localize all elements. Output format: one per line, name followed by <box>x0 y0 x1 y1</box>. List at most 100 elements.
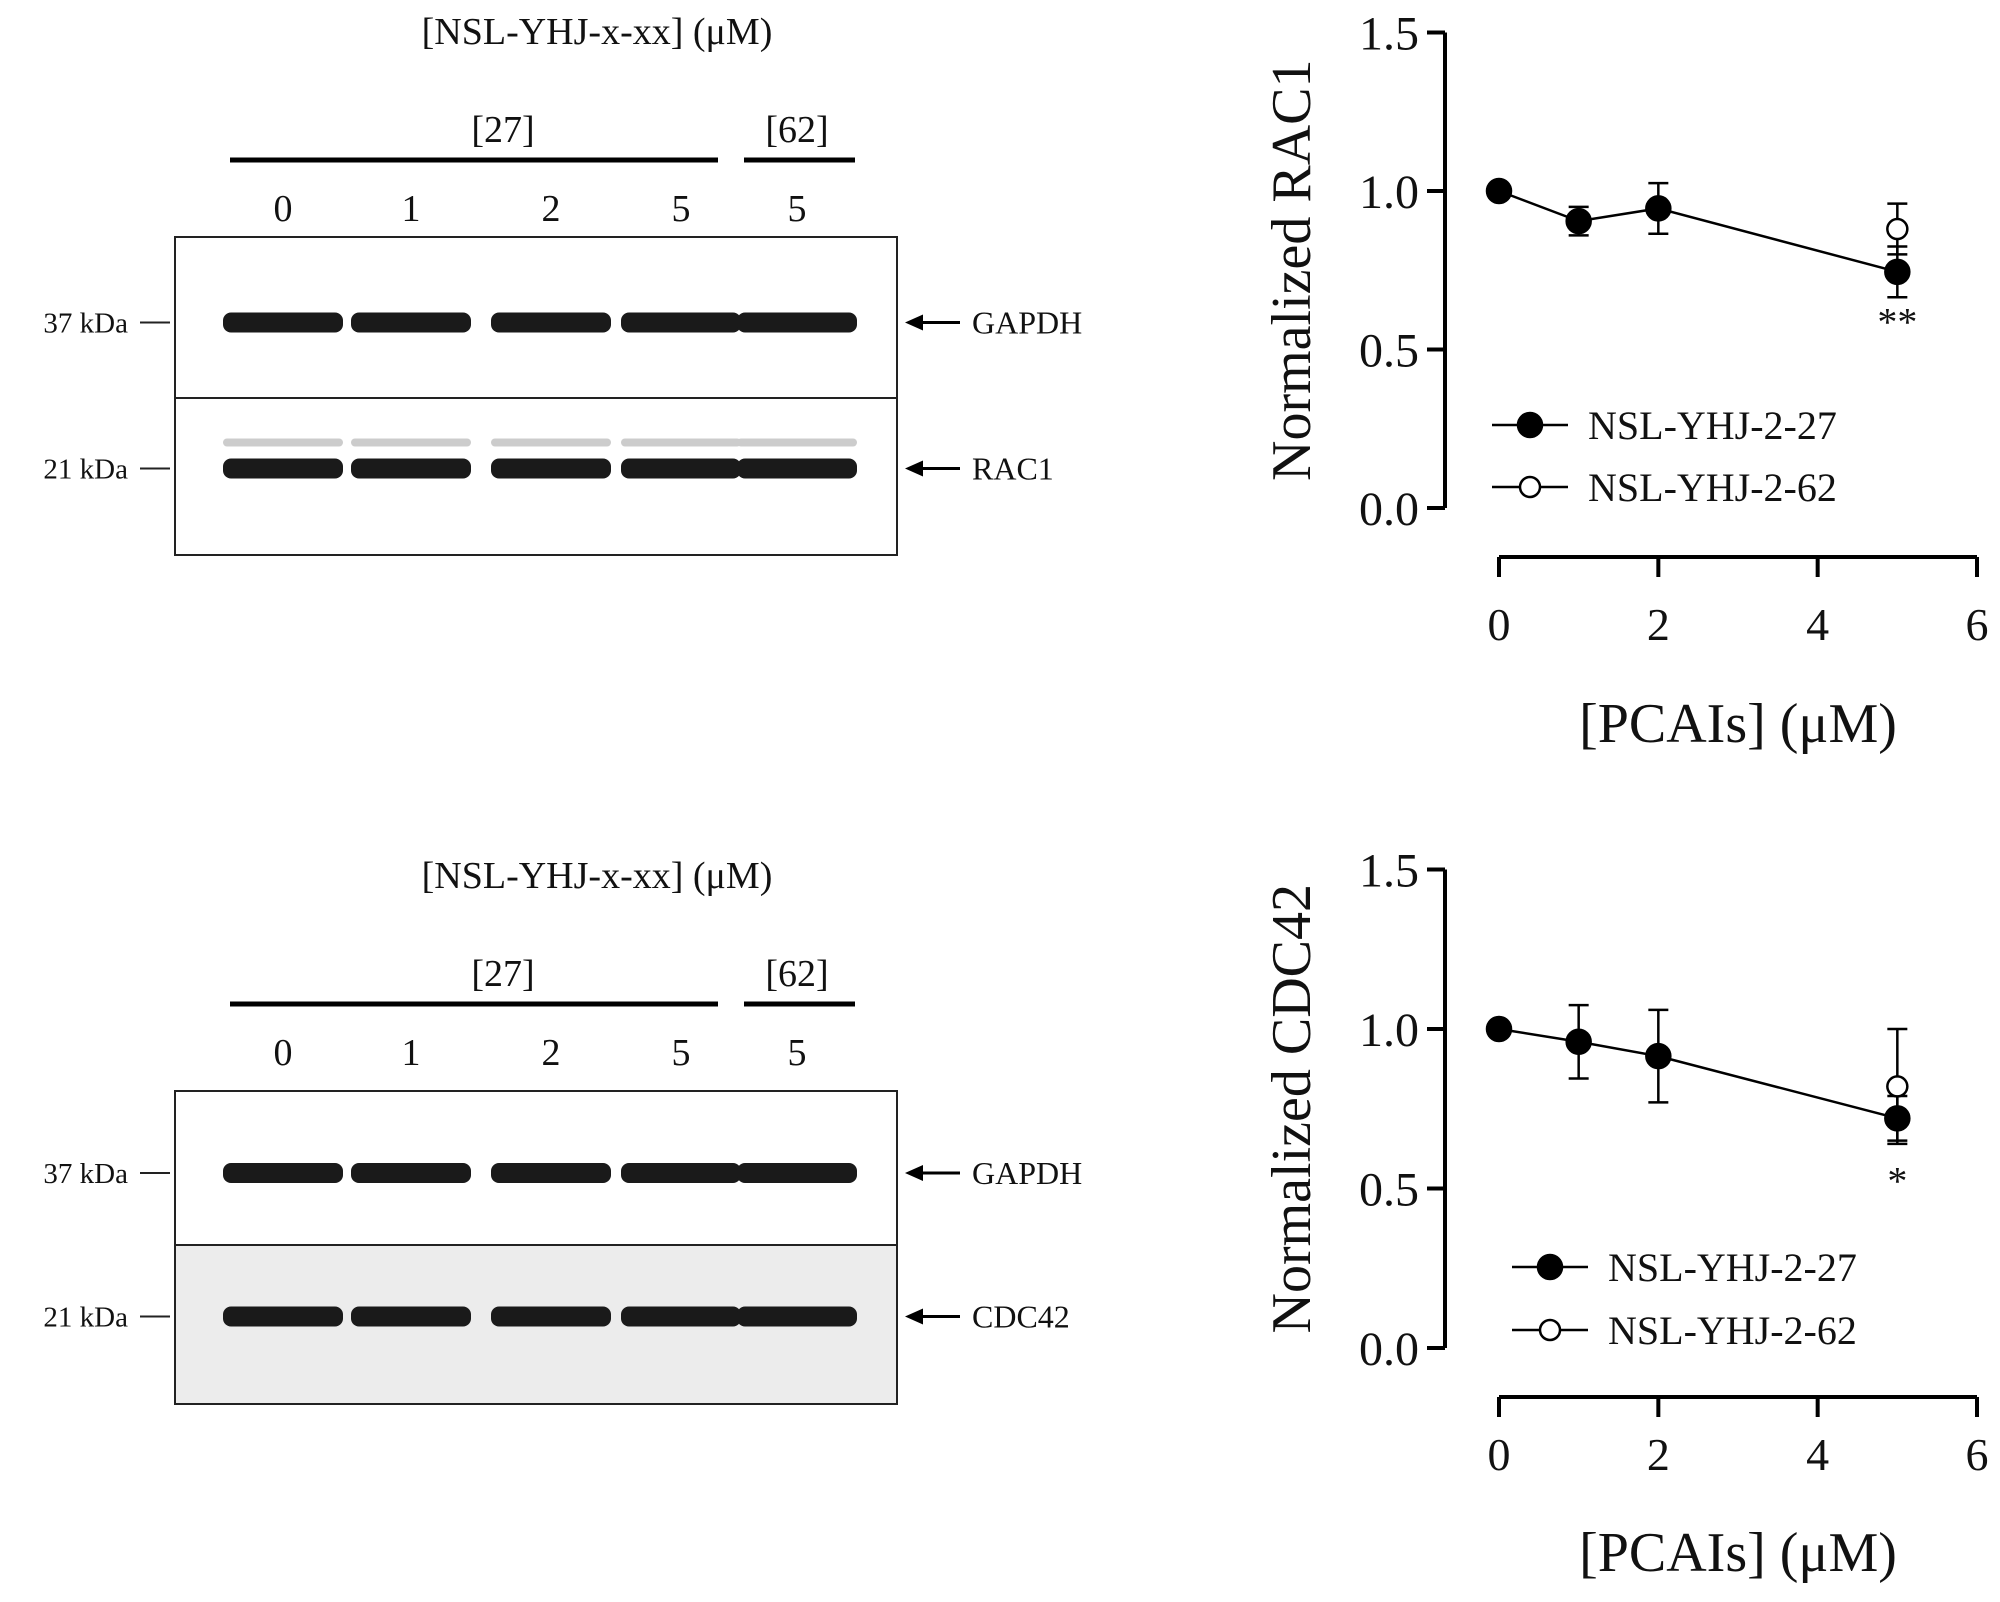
x-axis-label: [PCAIs] (μM) <box>1579 693 1897 755</box>
protein-band <box>737 1306 857 1327</box>
protein-band <box>223 1163 343 1183</box>
protein-band <box>351 1306 471 1327</box>
protein-band <box>737 312 857 333</box>
x-tick-label: 6 <box>1966 599 1989 650</box>
y-axis-label: Normalized CDC42 <box>1261 884 1323 1333</box>
arrow-head-icon <box>905 314 923 331</box>
faint-band <box>621 438 741 447</box>
significance-marker: * <box>1887 1159 1907 1204</box>
group-label-62: [62] <box>765 953 828 995</box>
protein-band <box>491 458 611 479</box>
lane-label: 5 <box>788 188 807 230</box>
protein-band <box>351 312 471 333</box>
filled-data-point <box>1645 1042 1672 1070</box>
y-tick-label: 0.5 <box>1359 325 1419 378</box>
protein-band <box>621 458 741 479</box>
lane-label: 1 <box>402 188 421 230</box>
blot-frame <box>174 1090 898 1405</box>
filled-data-point <box>1485 1015 1513 1043</box>
y-tick-label: 1.0 <box>1359 1004 1419 1057</box>
group-label-27: [27] <box>471 109 534 151</box>
legend-label: NSL-YHJ-2-62 <box>1608 1308 1857 1353</box>
faint-band <box>223 438 343 447</box>
protein-band <box>491 1163 611 1183</box>
x-axis-label: [PCAIs] (μM) <box>1579 1522 1897 1584</box>
group-label-27: [27] <box>471 953 534 995</box>
x-tick-label: 0 <box>1488 599 1511 650</box>
protein-band <box>491 1306 611 1327</box>
protein-band <box>621 1306 741 1327</box>
protein-band <box>351 1163 471 1183</box>
faint-band <box>491 438 611 447</box>
marker-label: 37 kDa <box>43 1158 128 1190</box>
significance-marker: ** <box>1877 300 1917 345</box>
legend-open-circle-icon <box>1538 1318 1562 1342</box>
series-line <box>1498 1027 1898 1120</box>
band-label: GAPDH <box>972 1155 1082 1191</box>
legend-label: NSL-YHJ-2-27 <box>1588 403 1837 448</box>
x-tick-label: 4 <box>1806 1429 1829 1480</box>
legend-label: NSL-YHJ-2-27 <box>1608 1245 1857 1290</box>
y-tick-label: 0.0 <box>1359 1323 1419 1376</box>
blot-frame <box>174 236 898 556</box>
lane-label: 5 <box>672 1032 691 1074</box>
x-tick-label: 2 <box>1647 599 1670 650</box>
band-label: RAC1 <box>972 451 1054 487</box>
filled-data-point <box>1645 195 1672 222</box>
lane-label: 0 <box>274 188 293 230</box>
y-tick-label: 1.0 <box>1359 166 1419 219</box>
protein-band <box>621 1163 741 1183</box>
protein-band <box>491 312 611 333</box>
arrow-head-icon <box>905 1308 923 1325</box>
protein-band <box>223 458 343 479</box>
protein-band <box>223 312 343 333</box>
band-label: GAPDH <box>972 305 1082 341</box>
y-axis-label: Normalized RAC1 <box>1261 60 1323 481</box>
lane-label: 0 <box>274 1032 293 1074</box>
open-data-point <box>1886 1075 1909 1098</box>
lane-label: 5 <box>672 188 691 230</box>
filled-data-point <box>1485 177 1513 205</box>
arrow-head-icon <box>905 460 923 477</box>
filled-data-point <box>1884 258 1911 286</box>
legend-filled-circle-icon <box>1516 411 1544 439</box>
filled-data-point <box>1565 207 1592 235</box>
protein-band <box>621 312 741 333</box>
protein-band <box>223 1306 343 1327</box>
x-tick-label: 0 <box>1488 1429 1511 1480</box>
band-label: CDC42 <box>972 1299 1070 1335</box>
filled-data-point <box>1565 1028 1592 1056</box>
chart: 0.0 0.5 1.0 1.5 Normalized RAC1 0 2 4 6 [PCAIs] (… <box>1261 8 1989 756</box>
marker-label: 37 kDa <box>43 308 128 340</box>
marker-label: 21 kDa <box>43 454 128 486</box>
y-tick-label: 1.5 <box>1359 8 1419 61</box>
x-tick-label: 6 <box>1966 1429 1989 1480</box>
faint-band <box>351 438 471 447</box>
lane-label: 2 <box>542 1032 561 1074</box>
group-label-62: [62] <box>765 109 828 151</box>
faint-band <box>737 438 857 447</box>
chart: 0.0 0.5 1.0 1.5 Normalized CDC42 0 2 4 6 [PCAIs] … <box>1261 845 1989 1585</box>
protein-band <box>737 458 857 479</box>
series-line <box>1498 189 1898 274</box>
western-blot-panel: [NSL-YHJ-x-xx] (μM) [27] [62] 0 1 2 5 5 37 kDa GA… <box>43 855 1082 1405</box>
protein-band <box>351 458 471 479</box>
legend-open-circle-icon <box>1518 475 1542 499</box>
legend-label: NSL-YHJ-2-62 <box>1588 465 1837 510</box>
lane-label: 1 <box>402 1032 421 1074</box>
y-tick-label: 0.5 <box>1359 1164 1419 1217</box>
marker-label: 21 kDa <box>43 1302 128 1334</box>
blot-header: [NSL-YHJ-x-xx] (μM) <box>422 855 773 897</box>
protein-band <box>737 1163 857 1183</box>
y-tick-label: 1.5 <box>1359 845 1419 898</box>
x-tick-label: 4 <box>1806 599 1829 650</box>
arrow-head-icon <box>905 1165 923 1181</box>
blot-header: [NSL-YHJ-x-xx] (μM) <box>422 11 773 53</box>
y-tick-label: 0.0 <box>1359 483 1419 536</box>
lane-label: 2 <box>542 188 561 230</box>
x-tick-label: 2 <box>1647 1429 1670 1480</box>
open-data-point <box>1886 217 1909 241</box>
lane-label: 5 <box>788 1032 807 1074</box>
legend-filled-circle-icon <box>1536 1253 1564 1281</box>
